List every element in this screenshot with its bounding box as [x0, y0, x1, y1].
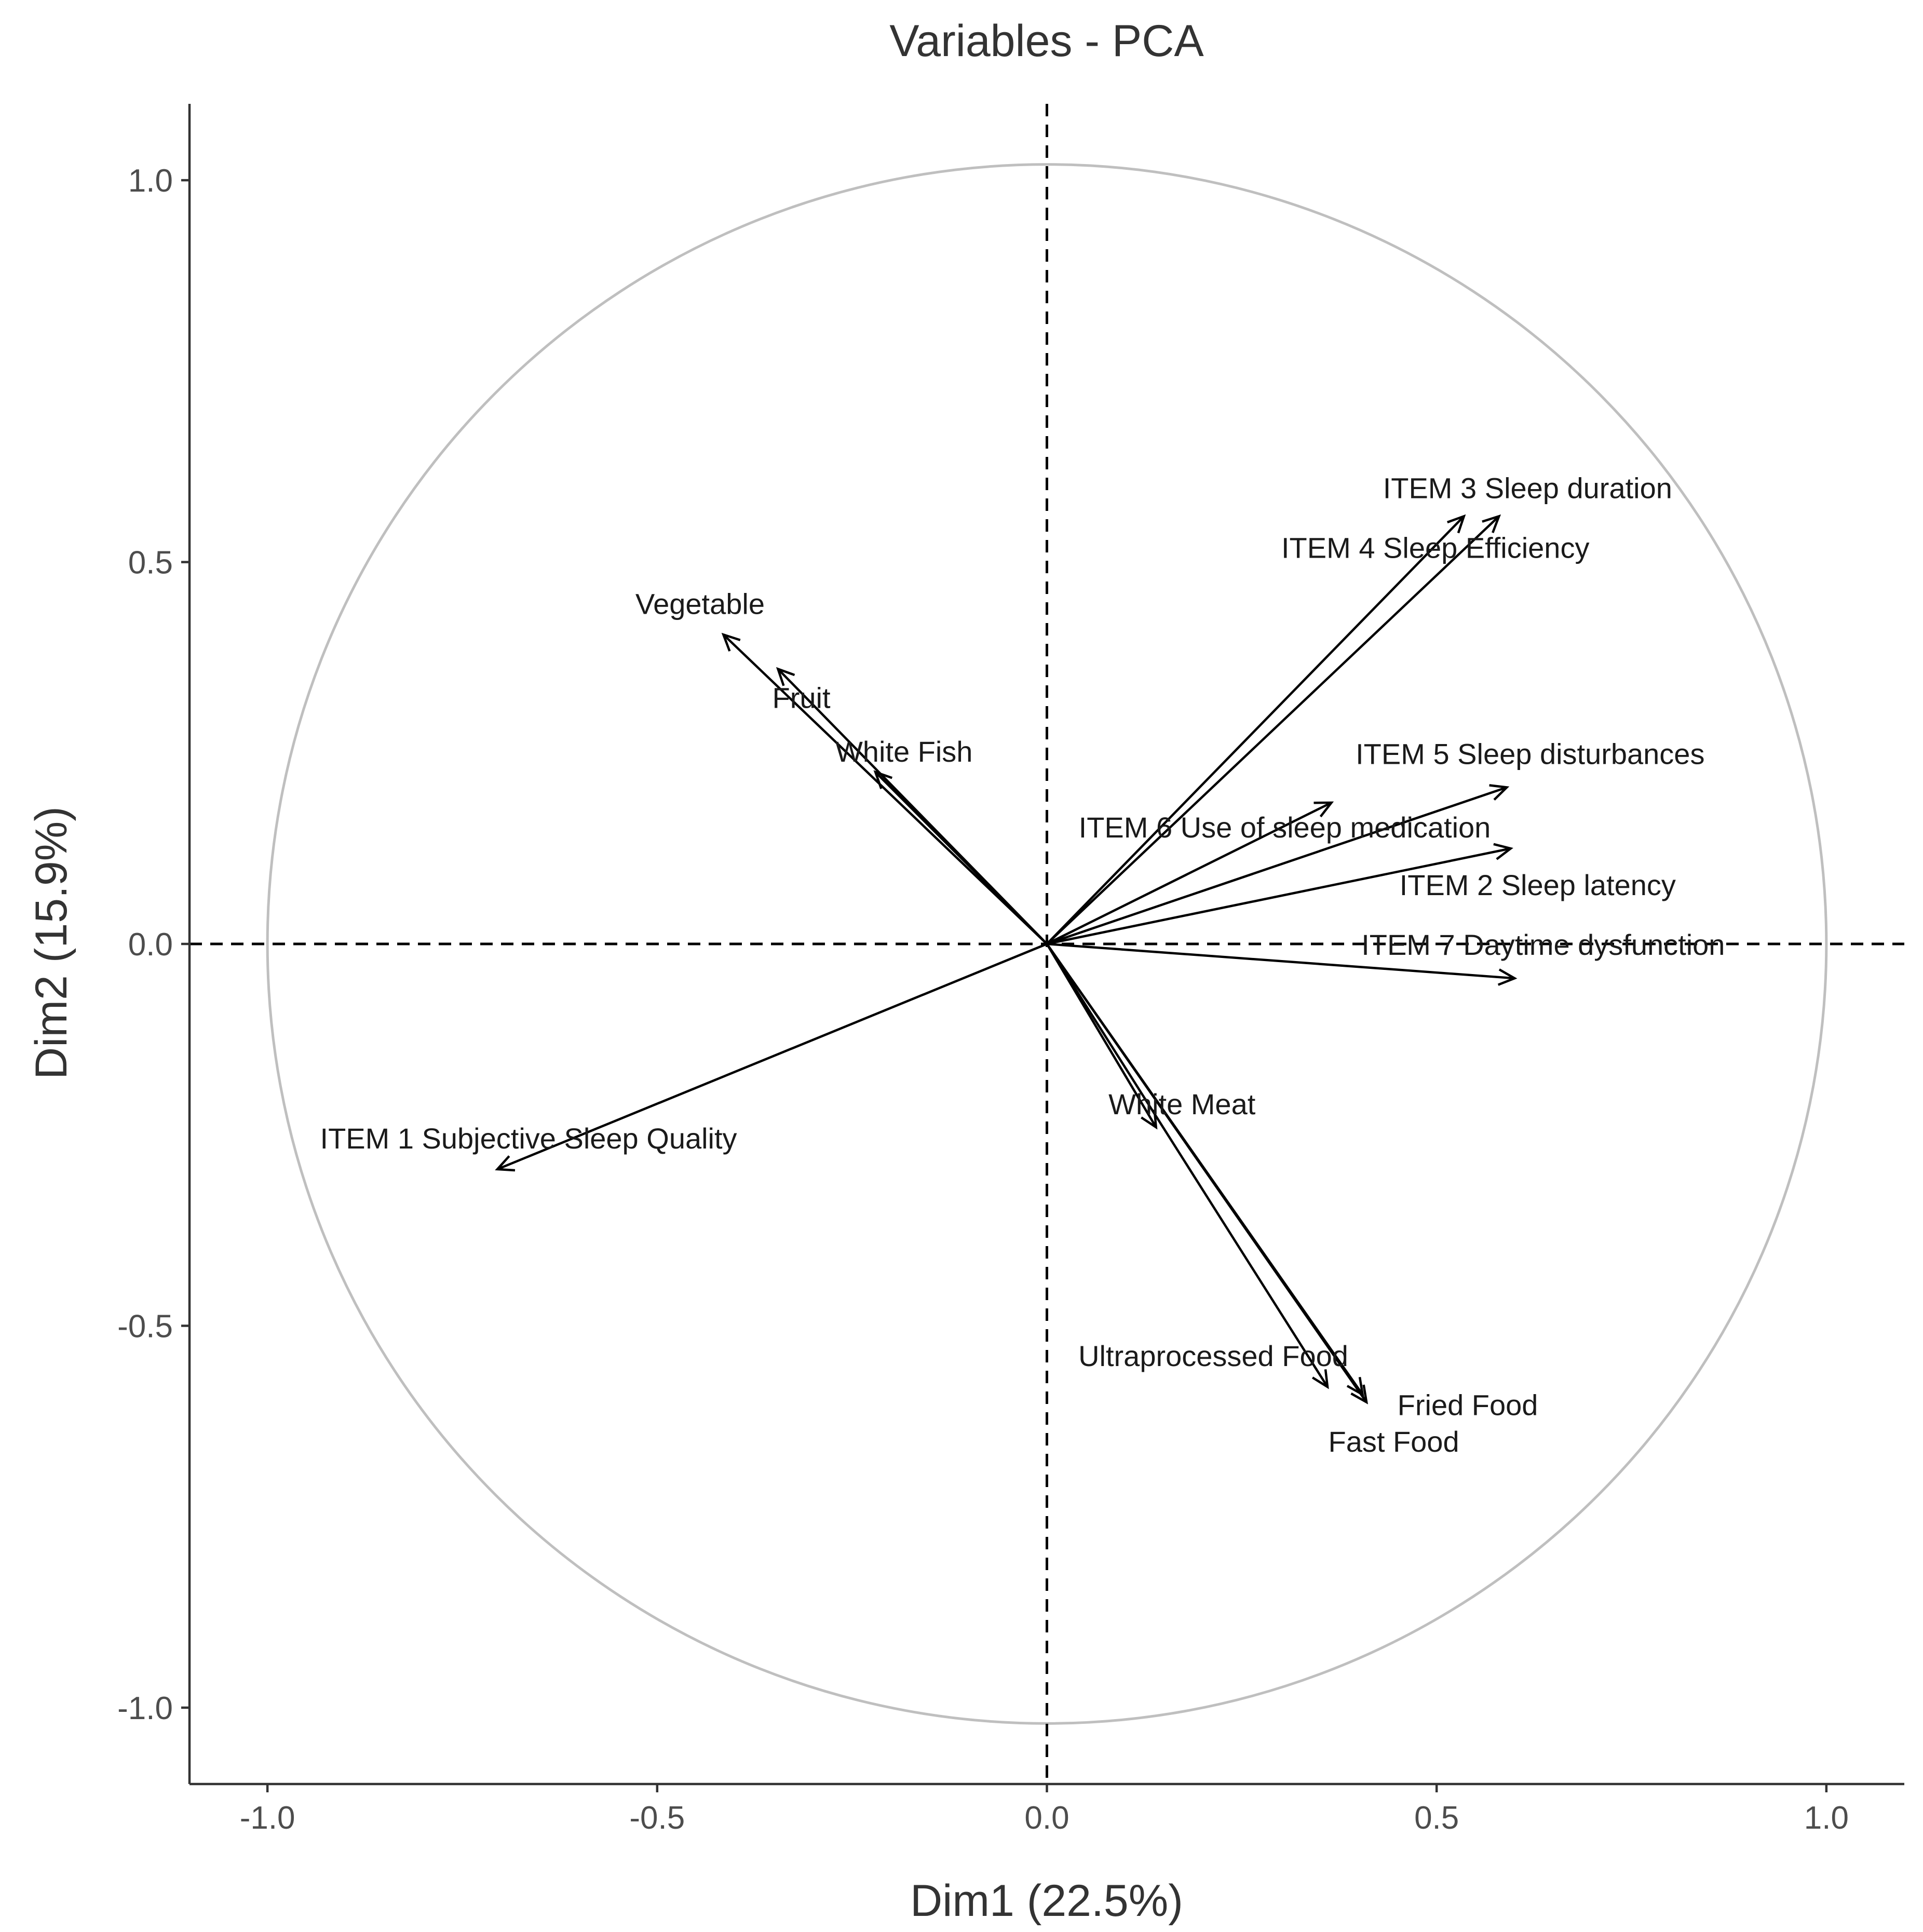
- label-item-1-subjective-sleep-quality: ITEM 1 Subjective Sleep Quality: [320, 1122, 737, 1155]
- x-axis-ticks: -1.0 -0.5 0.0 0.5 1.0: [240, 1784, 1849, 1836]
- label-fried-food: Fried Food: [1398, 1389, 1538, 1422]
- label-item-2-sleep-latency: ITEM 2 Sleep latency: [1400, 869, 1676, 901]
- arrow-vegetable: [722, 633, 1048, 945]
- arrow-item-7-daytime-dysfunction: [1047, 942, 1515, 980]
- arrow-item-4-sleep-efficiency: [1046, 515, 1465, 945]
- label-item-3-sleep-duration: ITEM 3 Sleep duration: [1383, 471, 1672, 504]
- arrowhead-item-3-sleep-duration: [1482, 514, 1501, 533]
- label-fruit: Fruit: [773, 681, 831, 714]
- arrow-white-fish: [874, 771, 1048, 945]
- x-tick-label: 0.0: [1024, 1800, 1069, 1836]
- arrowhead-fried-food: [1350, 1384, 1369, 1404]
- arrowhead-vegetable: [721, 632, 741, 652]
- x-axis-title: Dim1 (22.5%): [910, 1876, 1183, 1926]
- y-tick-label: 0.0: [128, 927, 173, 963]
- y-tick-label: 1.0: [128, 163, 173, 199]
- label-white-meat: White Meat: [1108, 1088, 1256, 1120]
- arrow-fast-food: [1046, 943, 1364, 1396]
- arrow-item-2-sleep-latency: [1047, 847, 1511, 945]
- arrowhead-fast-food: [1346, 1376, 1364, 1397]
- y-tick-label: -0.5: [117, 1308, 173, 1344]
- arrow-item-5-sleep-disturbances: [1046, 786, 1508, 945]
- arrowhead-item-5-sleep-disturbances: [1489, 784, 1510, 801]
- label-white-fish: White Fish: [835, 735, 973, 768]
- label-item-4-sleep-efficiency: ITEM 4 Sleep Efficiency: [1281, 531, 1589, 564]
- x-tick-label: -0.5: [629, 1800, 685, 1836]
- y-axis-title: Dim2 (15.9%): [26, 806, 76, 1079]
- label-ultraprocessed-food: Ultraprocessed Food: [1078, 1340, 1348, 1372]
- variable-arrows: [495, 514, 1518, 1404]
- label-item-6-use-of-sleep-medication: ITEM 6 Use of sleep medication: [1079, 811, 1491, 844]
- x-tick-label: 0.5: [1414, 1800, 1459, 1836]
- arrowhead-fruit: [776, 667, 795, 686]
- arrowhead-item-6-use-of-sleep-medication: [1313, 801, 1334, 818]
- x-tick-label: -1.0: [240, 1800, 295, 1836]
- y-axis-ticks: -1.0 -0.5 0.0 0.5 1.0: [117, 163, 189, 1726]
- arrow-item-3-sleep-duration: [1046, 515, 1500, 945]
- y-tick-label: -1.0: [117, 1691, 173, 1726]
- arrowhead-white-fish: [873, 770, 893, 789]
- label-item-7-daytime-dysfunction: ITEM 7 Daytime dysfunction: [1361, 928, 1725, 961]
- arrow-item-1-subjective-sleep-quality: [497, 942, 1048, 1171]
- y-tick-label: 0.5: [128, 545, 173, 581]
- arrowhead-item-2-sleep-latency: [1493, 843, 1513, 860]
- variable-labels: ITEM 3 Sleep duration ITEM 4 Sleep Effici…: [320, 471, 1725, 1458]
- correlation-circle: [266, 163, 1828, 1725]
- label-item-5-sleep-disturbances: ITEM 5 Sleep disturbances: [1356, 737, 1704, 770]
- arrowhead-item-1-subjective-sleep-quality: [495, 1155, 516, 1172]
- arrowhead-item-4-sleep-efficiency: [1447, 514, 1466, 534]
- chart-title: Variables - PCA: [889, 16, 1204, 66]
- arrowhead-ultraprocessed-food: [1311, 1369, 1329, 1389]
- arrow-item-6-use-of-sleep-medication: [1046, 801, 1332, 945]
- label-fast-food: Fast Food: [1328, 1425, 1459, 1458]
- arrow-ultraprocessed-food: [1046, 943, 1329, 1388]
- x-tick-label: 1.0: [1804, 1800, 1849, 1836]
- arrowhead-item-7-daytime-dysfunction: [1497, 968, 1518, 986]
- label-vegetable: Vegetable: [635, 587, 765, 620]
